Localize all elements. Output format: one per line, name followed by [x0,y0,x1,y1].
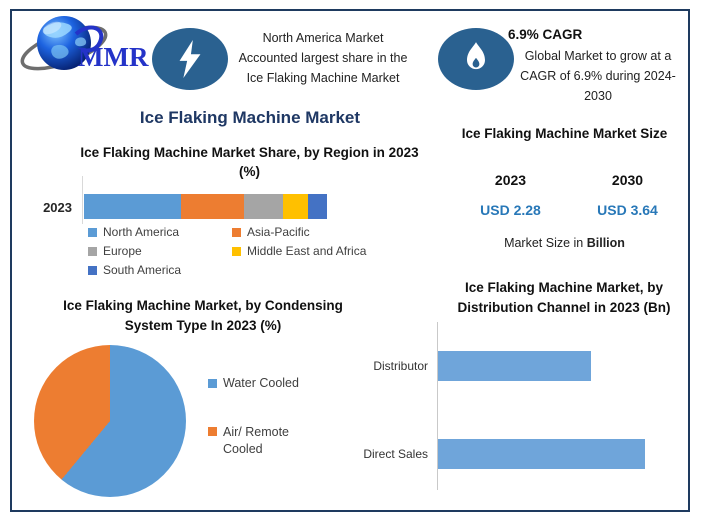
market-size-title: Ice Flaking Machine Market Size [461,126,668,141]
dist-bar [438,351,591,381]
cagr-body-line: CAGR of 6.9% during 2024- [520,69,676,83]
dist-bar [438,439,645,469]
legend-label: North America [103,225,180,239]
market-size-year-2030: 2030 [611,172,644,188]
market-size-value-2023: USD 2.28 [480,202,541,218]
legend-swatch-air-remote-cooled [208,427,217,436]
market-size-year-2023: 2023 [494,172,527,188]
market-size-note-prefix: Market Size in [504,236,587,250]
region-stacked-bar [84,194,327,219]
legend-item: South America [88,263,228,278]
legend-swatch-north-america [88,228,97,237]
legend-item: North America [88,225,228,240]
lightning-icon-badge [152,28,228,90]
legend-item: Middle East and Africa [232,244,400,259]
distribution-label-distributor: Distributor [373,359,428,373]
legend-label: Water Cooled [223,376,299,390]
market-size-note: Market Size in Billion [452,236,677,250]
region-chart-category-label: 2023 [43,200,72,215]
market-size-value-2030: USD 3.64 [597,202,658,218]
distribution-chart-title: Ice Flaking Machine Market, by Distribut… [457,280,671,315]
flame-icon [467,42,485,70]
legend-swatch-asia-pacific [232,228,241,237]
globe-icon: MMR [20,16,149,72]
cagr-heading: 6.9% CAGR [508,27,583,42]
region-bar-segment [244,194,284,219]
distribution-chart-axis [437,322,438,490]
legend-swatch-water-cooled [208,379,217,388]
pie-legend-item-air-remote-cooled: Air/ Remote Cooled [208,424,308,458]
mmr-logo: MMR [18,12,150,82]
region-highlight-line: North America Market [262,31,384,45]
legend-swatch-middle-east-africa [232,247,241,256]
lightning-icon [179,40,201,78]
condensing-type-pie [34,345,186,497]
region-chart-axis [82,176,83,224]
pie-chart-title: Ice Flaking Machine Market, by Condensin… [63,298,343,333]
region-highlight-text: North America Market Accounted largest s… [218,28,428,88]
logo-text: MMR [78,42,149,72]
legend-label: Europe [103,244,142,258]
region-bar-segment [84,194,182,219]
legend-label: Air/ Remote Cooled [223,425,289,456]
cagr-body: Global Market to grow at a CAGR of 6.9% … [508,46,688,106]
cagr-body-line: 2030 [584,89,612,103]
flame-icon-badge [438,28,514,90]
region-legend: North America Asia-Pacific Europe Middle… [88,225,400,278]
region-highlight-line: Accounted largest share in the [238,51,408,65]
distribution-label-direct-sales: Direct Sales [363,447,428,461]
legend-label: South America [103,263,182,277]
region-bar-segment [181,194,245,219]
legend-item: Europe [88,244,228,259]
legend-item: Asia-Pacific [232,225,400,240]
legend-swatch-south-america [88,266,97,275]
region-bar-segment [283,194,308,219]
region-chart-title: Ice Flaking Machine Market Share, by Reg… [80,145,419,179]
market-size-note-unit: Billion [586,236,625,250]
legend-swatch-europe [88,247,97,256]
cagr-highlight: 6.9% CAGR Global Market to grow at a CAG… [508,26,688,106]
pie-legend-item-water-cooled: Water Cooled [208,376,299,391]
page-title: Ice Flaking Machine Market [139,108,361,127]
region-highlight-line: Ice Flaking Machine Market [246,71,400,85]
legend-label: Asia-Pacific [247,225,310,239]
legend-label: Middle East and Africa [247,244,367,258]
cagr-body-line: Global Market to grow at a [524,49,672,63]
region-bar-segment [307,194,327,219]
